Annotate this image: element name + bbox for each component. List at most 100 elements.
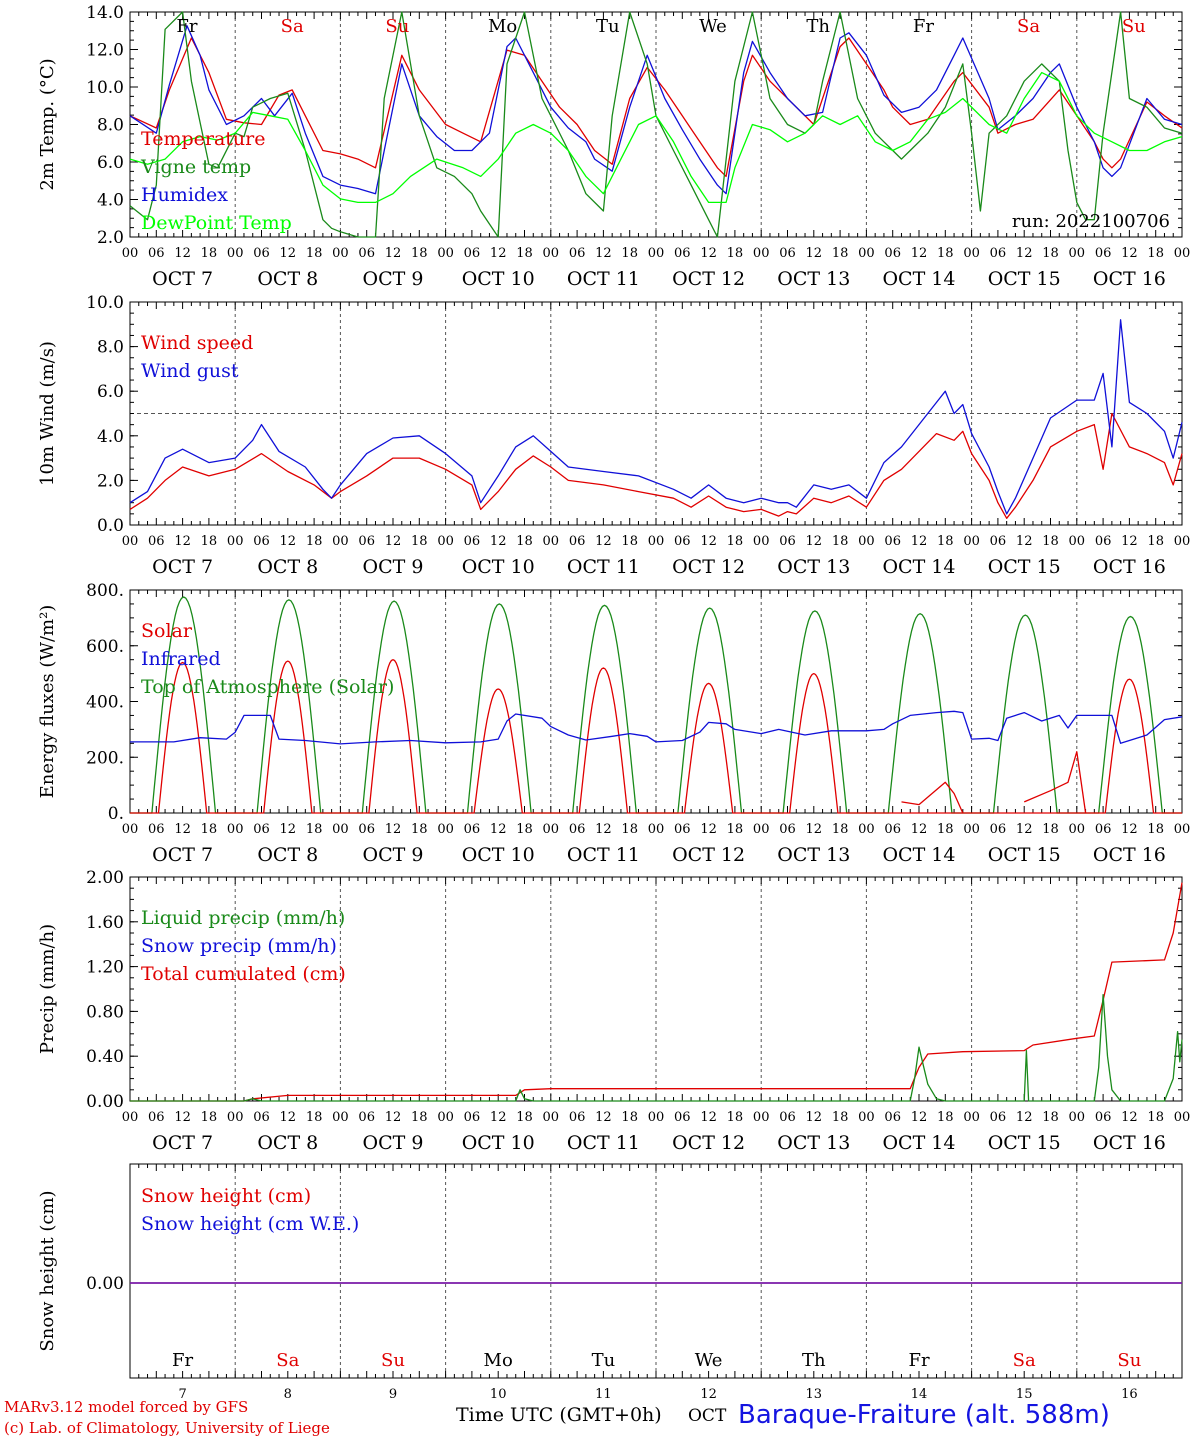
hour-tick-label: 06 (1095, 246, 1112, 261)
date-label: OCT 16 (1093, 268, 1166, 290)
hour-tick-label: 18 (411, 822, 428, 837)
hour-tick-label: 12 (385, 246, 402, 261)
legend-entry: Liquid precip (mm/h) (141, 907, 345, 929)
hour-tick-label: 06 (464, 534, 481, 549)
date-label: OCT 15 (988, 1132, 1061, 1154)
hour-tick-label: 18 (727, 1110, 744, 1125)
date-label: OCT 15 (988, 844, 1061, 866)
hour-tick-label: 18 (937, 822, 954, 837)
hour-tick-label: 00 (122, 246, 139, 261)
weekday-label: Mo (488, 16, 517, 37)
hour-tick-label: 12 (1121, 1110, 1138, 1125)
series-liquid-precip-mm-h- (130, 993, 1183, 1102)
date-label: OCT 11 (567, 844, 640, 866)
date-label: OCT 13 (777, 556, 850, 578)
hour-tick-label: 00 (227, 246, 244, 261)
hour-tick-label: 18 (306, 1110, 323, 1125)
hour-tick-label: 06 (464, 1110, 481, 1125)
legend-entry: Total cumulated (cm) (141, 963, 346, 985)
date-label: OCT 12 (672, 844, 745, 866)
hour-tick-label: 06 (148, 246, 165, 261)
hour-tick-label: 00 (543, 246, 560, 261)
y-tick-label: 10.0 (86, 78, 124, 98)
hour-tick-label: 18 (516, 246, 533, 261)
series-solar (130, 659, 1182, 814)
date-label: OCT 10 (462, 556, 535, 578)
series-dewpoint-temp (129, 71, 1183, 204)
weekday-label: Su (381, 1350, 405, 1371)
hour-tick-label: 18 (937, 246, 954, 261)
hour-tick-label: 12 (490, 1110, 507, 1125)
y-tick-label: 10.0 (86, 293, 124, 313)
hour-tick-label: 18 (306, 534, 323, 549)
weekday-label: Fr (176, 16, 197, 37)
weekday-label: Tu (596, 16, 620, 37)
hour-tick-label: 18 (201, 822, 218, 837)
hour-tick-label: 18 (937, 1110, 954, 1125)
hour-tick-label: 18 (1147, 534, 1164, 549)
y-tick-label: 1.20 (86, 958, 124, 978)
legend-entry: Top of Atmosphere (Solar) (141, 676, 394, 698)
y-tick-label: 1.60 (86, 913, 124, 933)
series-infrared (130, 710, 1183, 745)
day-number-label: 8 (284, 1387, 292, 1402)
weekday-label: Mo (484, 1350, 513, 1371)
date-label: OCT 11 (567, 1132, 640, 1154)
hour-tick-label: 18 (727, 822, 744, 837)
date-label: OCT 10 (462, 844, 535, 866)
hour-tick-label: 06 (253, 534, 270, 549)
hour-tick-label: 12 (280, 246, 297, 261)
weekday-label: Tu (592, 1350, 616, 1371)
hour-tick-label: 18 (306, 246, 323, 261)
hour-tick-label: 00 (437, 1110, 454, 1125)
date-label: OCT 7 (152, 556, 213, 578)
hour-tick-label: 12 (385, 534, 402, 549)
hour-tick-label: 06 (253, 1110, 270, 1125)
date-label: OCT 14 (882, 556, 955, 578)
hour-tick-label: 00 (332, 822, 349, 837)
hour-tick-label: 12 (595, 1110, 612, 1125)
hour-tick-label: 12 (1016, 246, 1033, 261)
hour-tick-label: 12 (806, 534, 823, 549)
hour-tick-label: 12 (1016, 822, 1033, 837)
hour-tick-label: 18 (727, 246, 744, 261)
hour-tick-label: 18 (832, 246, 849, 261)
hour-tick-label: 06 (464, 246, 481, 261)
hour-tick-label: 18 (621, 1110, 638, 1125)
y-tick-label: 0.80 (86, 1002, 124, 1022)
hour-tick-label: 06 (148, 1110, 165, 1125)
hour-tick-label: 00 (1069, 246, 1086, 261)
hour-tick-label: 06 (884, 1110, 901, 1125)
hour-tick-label: 12 (490, 246, 507, 261)
hour-tick-label: 06 (674, 534, 691, 549)
hour-tick-label: 18 (306, 822, 323, 837)
hour-tick-label: 12 (700, 822, 717, 837)
day-number-label: 12 (700, 1387, 717, 1402)
date-label: OCT 10 (462, 1132, 535, 1154)
hour-tick-label: 00 (648, 1110, 665, 1125)
weekday-label: Fr (913, 16, 934, 37)
hour-tick-label: 00 (227, 822, 244, 837)
weekday-label: Su (1117, 1350, 1141, 1371)
hour-tick-label: 12 (700, 246, 717, 261)
date-label: OCT 8 (257, 1132, 318, 1154)
series-solar-partial (1023, 751, 1087, 814)
hour-tick-label: 06 (358, 534, 375, 549)
hour-tick-label: 00 (648, 246, 665, 261)
y-tick-label: 14.0 (86, 3, 124, 23)
hour-tick-label: 00 (858, 1110, 875, 1125)
hour-tick-label: 00 (543, 534, 560, 549)
hour-tick-label: 06 (779, 246, 796, 261)
hour-tick-label: 06 (884, 822, 901, 837)
y-tick-label: 0.00 (86, 1092, 124, 1112)
hour-tick-label: 18 (516, 1110, 533, 1125)
hour-tick-label: 12 (911, 822, 928, 837)
y-axis-label: Energy fluxes (W/m²) (37, 605, 58, 799)
y-tick-label: 0.40 (86, 1047, 124, 1067)
hour-tick-label: 00 (963, 1110, 980, 1125)
date-label: OCT 12 (672, 1132, 745, 1154)
date-label: OCT 10 (462, 268, 535, 290)
hour-tick-label: 12 (280, 822, 297, 837)
hour-tick-label: 00 (753, 246, 770, 261)
